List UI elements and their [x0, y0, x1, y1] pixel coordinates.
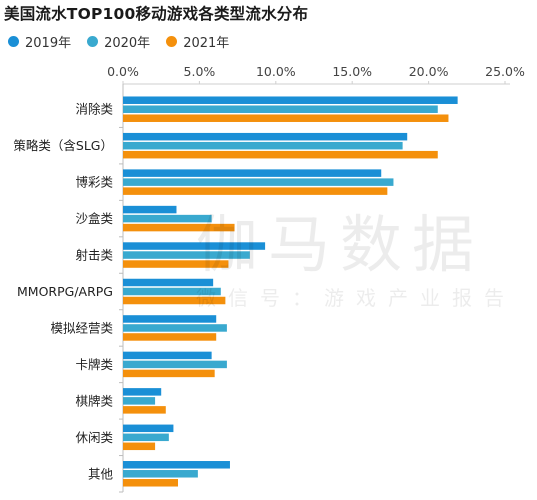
bar	[123, 132, 408, 141]
category-label: 消除类	[75, 102, 113, 117]
x-tick-label: 10.0%	[256, 64, 296, 79]
bar	[123, 369, 215, 378]
x-tick-label: 25.0%	[485, 64, 525, 79]
x-tick-label: 15.0%	[332, 64, 372, 79]
bar	[123, 150, 438, 159]
chart-title: 美国流水TOP100移动游戏各类型流水分布	[4, 5, 309, 23]
bar	[123, 260, 229, 268]
legend-label-2019: 2019年	[25, 36, 72, 51]
category-label: 博彩类	[75, 175, 113, 190]
legend: 2019年 2020年 2021年	[8, 32, 229, 51]
category-label: 策略类（含SLG）	[13, 138, 113, 153]
category-label: 休闲类	[75, 430, 113, 445]
bar	[123, 141, 403, 150]
bar	[123, 214, 212, 223]
bar	[123, 187, 388, 195]
bar	[123, 178, 394, 186]
legend-swatch-2020	[87, 36, 99, 47]
category-label: 模拟经营类	[50, 320, 113, 335]
x-tick-label: 20.0%	[409, 64, 449, 79]
legend-item-2020: 2020年	[87, 32, 150, 51]
bar	[123, 333, 217, 341]
bar	[123, 470, 198, 478]
category-label: 棋牌类	[75, 393, 113, 408]
bar	[123, 315, 217, 323]
category-label: MMORPG/ARPG	[17, 284, 113, 299]
bar	[123, 296, 226, 305]
bar	[123, 278, 214, 287]
watermark-subtext: 微信号：游戏产业报告	[196, 286, 516, 310]
x-tick-label: 5.0%	[184, 64, 216, 79]
bar	[123, 397, 156, 405]
bar	[123, 223, 235, 232]
bar	[123, 96, 458, 104]
bar	[123, 351, 212, 360]
category-label: 其他	[88, 466, 114, 481]
category-label: 卡牌类	[75, 357, 113, 372]
x-tick-label: 0.0%	[107, 64, 139, 79]
watermark-logo-text: 伽马数据	[196, 208, 485, 281]
bar	[123, 105, 438, 113]
bar	[123, 324, 227, 332]
bar	[123, 287, 221, 296]
bar	[123, 205, 177, 214]
legend-label-2021: 2021年	[183, 36, 230, 51]
legend-item-2019: 2019年	[8, 32, 71, 51]
bar	[123, 442, 156, 451]
legend-swatch-2019	[8, 36, 19, 47]
category-label: 沙盒类	[75, 211, 113, 226]
bar	[123, 461, 230, 469]
bar	[123, 479, 179, 487]
bar	[123, 388, 162, 396]
bar	[123, 169, 382, 177]
bar	[123, 114, 449, 122]
bar	[123, 424, 174, 433]
bar	[123, 433, 169, 442]
legend-swatch-2021	[166, 36, 178, 47]
legend-label-2020: 2020年	[104, 36, 151, 51]
bar	[123, 406, 166, 414]
bar	[123, 360, 227, 369]
bar	[123, 242, 266, 250]
category-label: 射击类	[75, 248, 113, 263]
bar	[123, 251, 250, 259]
legend-item-2021: 2021年	[166, 32, 229, 51]
